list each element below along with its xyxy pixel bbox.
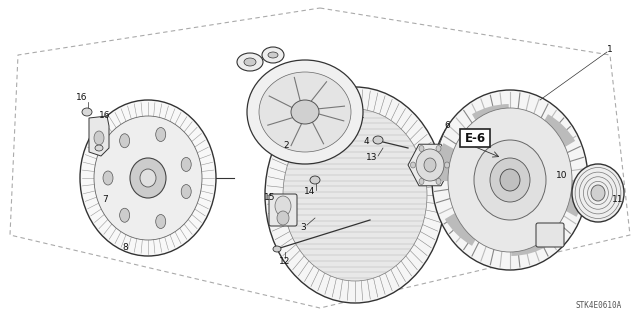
- Ellipse shape: [181, 157, 191, 172]
- Wedge shape: [445, 212, 479, 246]
- Text: E-6: E-6: [465, 132, 486, 145]
- Wedge shape: [472, 104, 509, 126]
- Ellipse shape: [259, 72, 351, 152]
- Ellipse shape: [373, 136, 383, 144]
- Text: 11: 11: [612, 196, 624, 204]
- Polygon shape: [408, 144, 452, 186]
- Ellipse shape: [448, 108, 572, 252]
- Text: 16: 16: [76, 93, 88, 102]
- Text: 1: 1: [607, 45, 613, 54]
- Text: 7: 7: [102, 196, 108, 204]
- FancyBboxPatch shape: [269, 194, 297, 226]
- Ellipse shape: [419, 179, 424, 184]
- Ellipse shape: [432, 90, 588, 270]
- Ellipse shape: [244, 58, 256, 66]
- Ellipse shape: [156, 214, 166, 228]
- Ellipse shape: [237, 53, 263, 71]
- Ellipse shape: [140, 169, 156, 187]
- Text: 13: 13: [366, 154, 378, 163]
- Polygon shape: [89, 116, 109, 156]
- Ellipse shape: [419, 146, 424, 152]
- Ellipse shape: [500, 169, 520, 191]
- Ellipse shape: [268, 52, 278, 58]
- Text: 4: 4: [363, 138, 369, 147]
- Text: 2: 2: [283, 140, 289, 149]
- Ellipse shape: [277, 211, 289, 225]
- Ellipse shape: [94, 116, 202, 240]
- Ellipse shape: [436, 146, 441, 152]
- Text: 6: 6: [444, 121, 450, 130]
- Ellipse shape: [436, 179, 441, 184]
- Ellipse shape: [120, 208, 130, 222]
- Text: 12: 12: [279, 258, 291, 267]
- Ellipse shape: [181, 185, 191, 198]
- Ellipse shape: [94, 131, 104, 145]
- Ellipse shape: [82, 108, 92, 116]
- FancyBboxPatch shape: [460, 129, 490, 147]
- Ellipse shape: [262, 47, 284, 63]
- Ellipse shape: [474, 140, 546, 220]
- Wedge shape: [434, 143, 456, 180]
- Ellipse shape: [445, 162, 449, 168]
- Ellipse shape: [130, 158, 166, 198]
- Text: 8: 8: [122, 244, 128, 252]
- Ellipse shape: [156, 127, 166, 141]
- Wedge shape: [511, 234, 548, 256]
- FancyBboxPatch shape: [536, 223, 564, 247]
- Ellipse shape: [591, 185, 605, 201]
- Ellipse shape: [247, 60, 363, 164]
- Ellipse shape: [120, 134, 130, 148]
- Wedge shape: [564, 180, 586, 217]
- Ellipse shape: [490, 158, 530, 202]
- Ellipse shape: [291, 100, 319, 124]
- Text: 16: 16: [99, 111, 111, 121]
- Wedge shape: [541, 114, 575, 148]
- Ellipse shape: [265, 87, 445, 303]
- Text: 10: 10: [556, 171, 568, 180]
- Ellipse shape: [283, 109, 427, 281]
- Ellipse shape: [95, 145, 103, 151]
- Ellipse shape: [275, 196, 291, 216]
- Ellipse shape: [572, 164, 624, 222]
- Text: STK4E0610A: STK4E0610A: [576, 301, 622, 310]
- Text: 3: 3: [300, 223, 306, 233]
- Ellipse shape: [80, 100, 216, 256]
- Ellipse shape: [273, 246, 281, 252]
- Ellipse shape: [424, 158, 436, 172]
- Text: 14: 14: [304, 188, 316, 196]
- Ellipse shape: [410, 162, 415, 168]
- Ellipse shape: [416, 149, 444, 181]
- Text: 15: 15: [264, 194, 276, 203]
- Ellipse shape: [103, 171, 113, 185]
- Ellipse shape: [310, 176, 320, 184]
